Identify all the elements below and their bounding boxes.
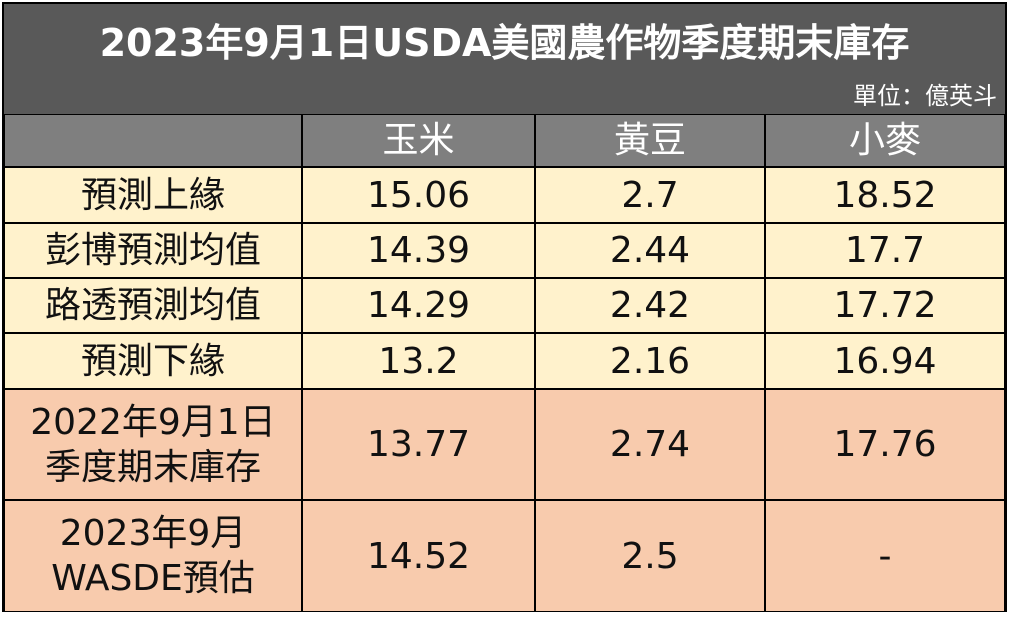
column-header: 黃豆 [535,114,765,167]
row-label-line: 路透預測均值 [44,285,261,326]
title: 2023年9月1日USDA美國農作物季度期末庫存 [99,21,910,65]
value-cell: 2.16 [535,333,765,389]
value-cell: 16.94 [765,333,1005,389]
value-cell: 2.5 [535,500,765,612]
row-label-line: 2023年9月 [59,513,247,554]
row-label: 預測上緣 [4,167,302,223]
row-label-line: 彭博預測均值 [44,230,261,271]
row-label-line: 預測下緣 [80,340,225,382]
unit: 單位：億英斗 [853,82,997,110]
value-cell: - [765,500,1005,612]
row-label-line: 預測上緣 [80,174,225,216]
value-cell: 17.72 [765,278,1005,333]
value-cell: 13.77 [302,389,535,500]
row-label: 彭博預測均值 [4,223,302,278]
value-cell: 15.06 [302,167,535,223]
row-label-line: 季度期末庫存 [44,446,261,488]
value-cell: 18.52 [765,167,1005,223]
row-label: 2022年9月1日 季度期末庫存 [4,389,302,500]
row-label-line: WASDE預估 [51,558,255,599]
column-header: 小麥 [765,114,1005,167]
header-cell [4,114,302,167]
row-label-line: 2022年9月1日 [30,401,276,443]
row-label: 2023年9月 WASDE預估 [4,500,302,612]
value-cell: 17.76 [765,389,1005,500]
value-cell: 2.7 [535,167,765,223]
column-header: 玉米 [302,114,535,167]
value-cell: 14.39 [302,223,535,278]
value-cell: 2.74 [535,389,765,500]
value-cell: 14.52 [302,500,535,612]
row-label: 路透預測均值 [4,278,302,333]
value-cell: 2.44 [535,223,765,278]
value-cell: 13.2 [302,333,535,389]
value-cell: 17.7 [765,223,1005,278]
value-cell: 14.29 [302,278,535,333]
row-label: 預測下緣 [4,333,302,389]
value-cell: 2.42 [535,278,765,333]
